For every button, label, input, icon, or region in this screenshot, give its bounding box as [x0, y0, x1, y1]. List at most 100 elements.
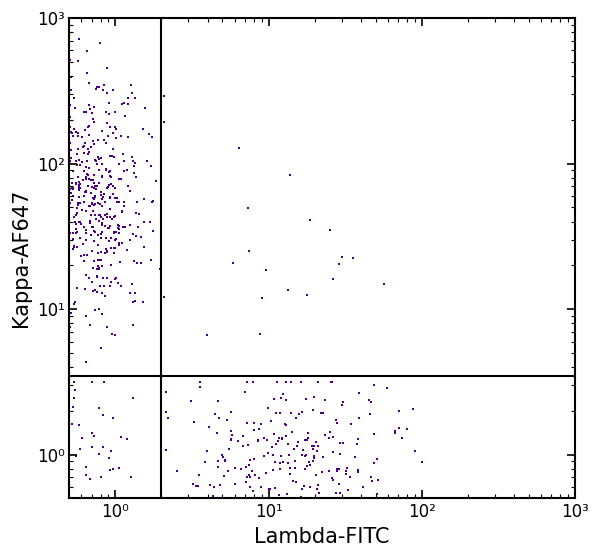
Point: [82, 228, 91, 237]
Point: [255, 330, 265, 339]
Point: [77, 219, 86, 228]
Point: [295, 494, 305, 503]
Point: [65, 129, 74, 138]
Point: [104, 98, 113, 107]
Point: [69, 394, 79, 403]
Point: [89, 257, 99, 266]
Point: [86, 210, 95, 219]
Point: [115, 463, 124, 472]
Point: [313, 378, 323, 387]
Point: [353, 465, 363, 474]
Point: [65, 252, 74, 261]
Point: [77, 205, 86, 214]
Point: [94, 210, 104, 219]
Point: [140, 104, 149, 113]
Point: [104, 224, 114, 233]
Point: [82, 162, 91, 171]
Point: [102, 248, 112, 257]
Point: [106, 204, 115, 213]
Point: [119, 157, 129, 166]
Point: [213, 396, 223, 405]
Point: [68, 184, 77, 193]
Point: [65, 167, 74, 176]
Point: [110, 122, 119, 131]
Point: [104, 237, 114, 246]
Point: [358, 483, 368, 492]
Point: [101, 197, 110, 206]
Point: [71, 211, 80, 220]
Point: [297, 408, 307, 417]
Point: [317, 468, 326, 477]
Point: [67, 86, 76, 95]
Point: [94, 256, 103, 264]
Point: [65, 138, 74, 147]
Point: [123, 182, 133, 191]
Point: [65, 182, 74, 191]
Point: [391, 429, 400, 437]
Point: [134, 209, 144, 218]
Point: [309, 452, 319, 461]
Point: [65, 459, 74, 468]
Point: [65, 230, 74, 239]
Point: [101, 165, 111, 174]
Point: [277, 434, 287, 443]
Point: [256, 483, 266, 492]
Point: [114, 174, 124, 183]
Point: [88, 206, 98, 215]
Point: [65, 205, 74, 214]
Point: [114, 225, 124, 234]
Point: [116, 175, 125, 184]
Point: [260, 494, 270, 503]
Point: [382, 383, 391, 392]
Point: [230, 479, 240, 488]
Point: [73, 198, 83, 207]
Point: [127, 152, 137, 161]
Point: [338, 439, 348, 448]
Point: [294, 410, 304, 418]
Point: [96, 473, 106, 482]
Point: [283, 440, 293, 449]
Point: [188, 479, 198, 488]
Point: [250, 455, 259, 464]
Point: [65, 206, 74, 215]
Point: [82, 494, 92, 503]
Point: [65, 193, 74, 201]
X-axis label: Lambda-FITC: Lambda-FITC: [254, 527, 390, 547]
Point: [212, 428, 222, 437]
Point: [65, 229, 74, 238]
Point: [275, 408, 285, 417]
Point: [236, 465, 245, 474]
Point: [101, 244, 111, 253]
Point: [65, 200, 74, 209]
Point: [364, 494, 373, 503]
Point: [72, 209, 82, 218]
Point: [283, 494, 293, 503]
Point: [65, 300, 74, 309]
Point: [97, 228, 107, 237]
Point: [270, 484, 280, 493]
Point: [74, 183, 83, 192]
Point: [75, 199, 85, 208]
Point: [106, 179, 116, 188]
Point: [81, 186, 91, 195]
Point: [90, 191, 100, 200]
Point: [86, 189, 96, 198]
Point: [104, 453, 114, 462]
Point: [305, 215, 314, 224]
Point: [77, 158, 86, 167]
Point: [104, 180, 114, 189]
Point: [75, 160, 85, 169]
Point: [72, 150, 82, 158]
Point: [265, 494, 275, 503]
Point: [101, 166, 110, 175]
Point: [68, 184, 78, 193]
Point: [65, 275, 74, 283]
Point: [275, 464, 284, 473]
Point: [67, 196, 76, 205]
Point: [254, 424, 264, 433]
Point: [145, 130, 154, 139]
Point: [92, 182, 102, 191]
Point: [325, 427, 334, 436]
Point: [296, 494, 306, 503]
Point: [265, 485, 275, 494]
